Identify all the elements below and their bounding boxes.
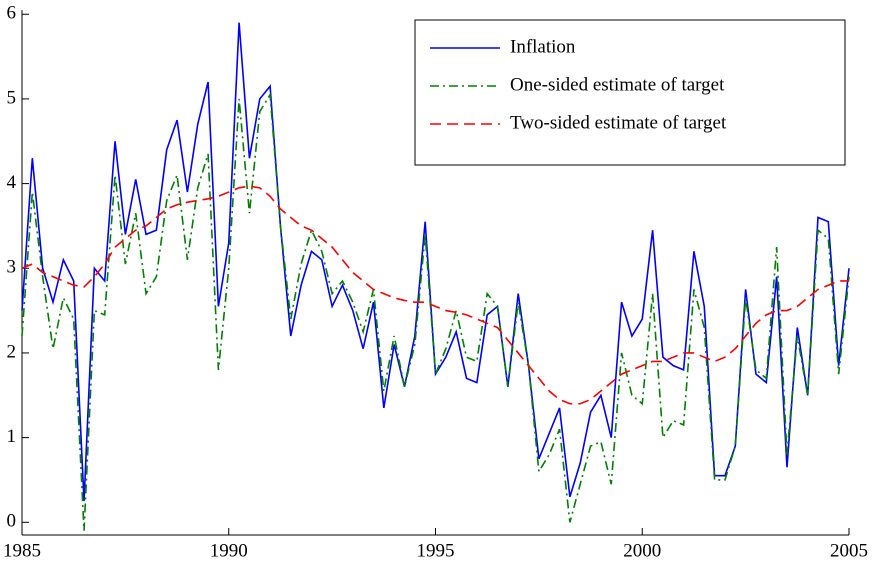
y-tick-label: 0 [7, 511, 17, 532]
y-tick-label: 3 [7, 257, 17, 278]
legend-label: One-sided estimate of target [510, 74, 725, 95]
legend-label: Inflation [510, 36, 576, 57]
x-tick-label: 1990 [210, 540, 248, 561]
legend-label: Two-sided estimate of target [510, 112, 727, 133]
legend-box [414, 19, 846, 166]
series-line [21, 185, 849, 405]
x-tick-label: 2005 [830, 540, 868, 561]
y-tick-label: 2 [7, 341, 17, 362]
series-line [21, 92, 850, 531]
y-tick-label: 5 [7, 87, 17, 108]
y-tick-label: 6 [7, 3, 17, 24]
y-tick-label: 4 [7, 172, 17, 193]
x-tick-label: 1985 [3, 540, 41, 561]
x-tick-label: 2000 [623, 540, 661, 561]
y-tick-label: 1 [7, 426, 17, 447]
x-tick-label: 1995 [417, 540, 455, 561]
